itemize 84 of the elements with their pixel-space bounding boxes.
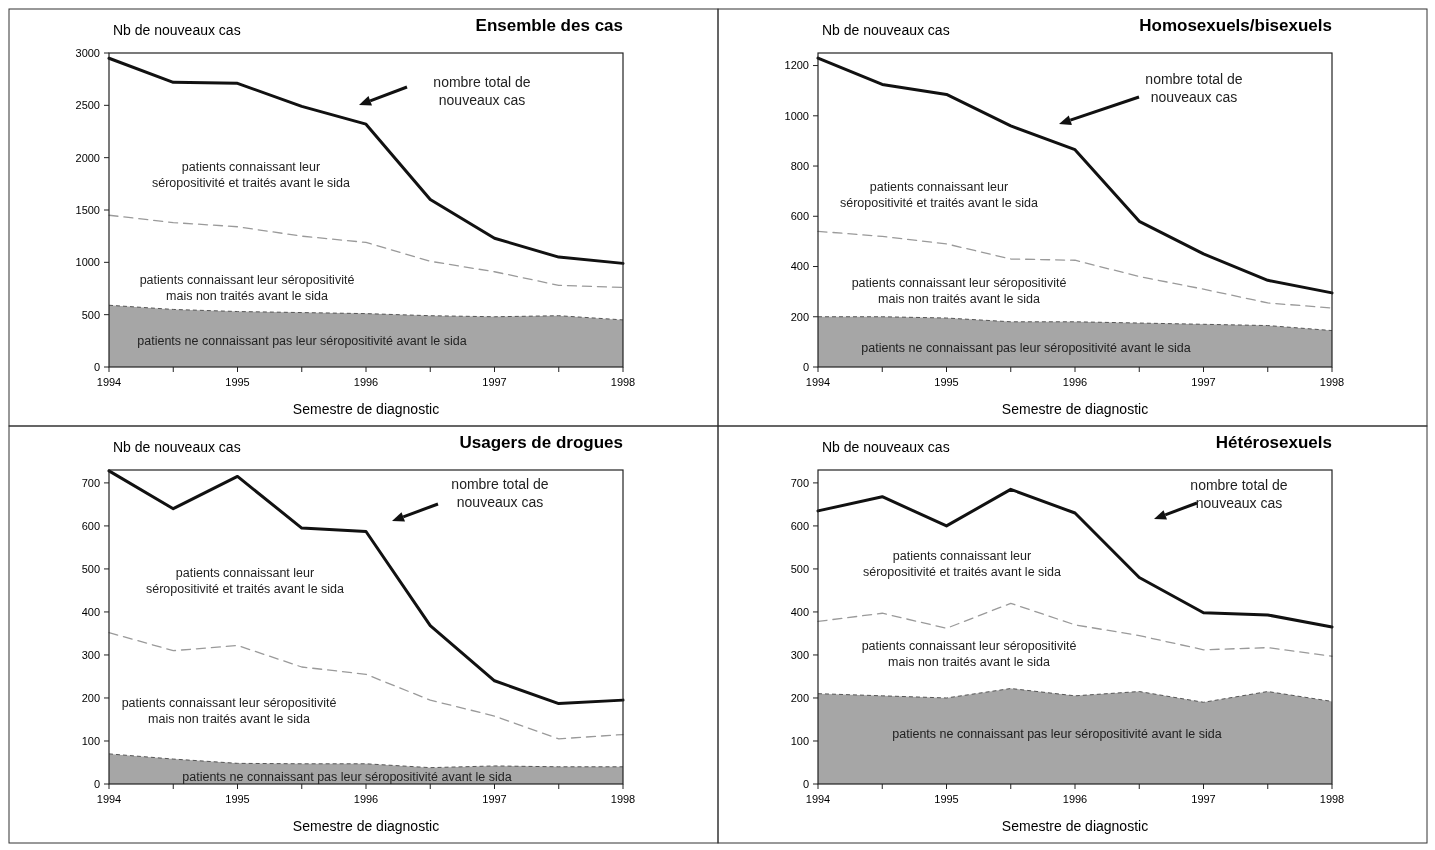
x-axis-title: Semestre de diagnostic — [292, 818, 440, 834]
annotation: patients connaissant leur séropositivité et traités avant le sida — [145, 565, 345, 597]
x-axis-title: Semestre de diagnostic — [1001, 818, 1149, 834]
annotation: patients connaissant leur séropositivité mais non traités avant le sida — [851, 275, 1067, 307]
y-tick-label: 700 — [81, 476, 100, 489]
y-tick-label: 100 — [81, 734, 100, 747]
x-tick-label: 1998 — [610, 376, 636, 388]
y-tick-label: 600 — [790, 210, 809, 223]
y-tick-label: 400 — [81, 605, 100, 618]
x-tick-label: 1998 — [1319, 793, 1345, 805]
line-series — [817, 230, 1333, 309]
x-tick-label: 1994 — [805, 376, 831, 388]
y-tick-label: 700 — [790, 476, 809, 489]
x-tick-label: 1994 — [96, 793, 122, 805]
y-tick-label: 600 — [790, 519, 809, 532]
y-axis-title: Nb de nouveaux cas — [822, 439, 950, 455]
y-tick-label: 100 — [790, 734, 809, 747]
annotation: patients ne connaissant pas leur séropositivité avant le sida — [182, 770, 512, 785]
y-tick-label: 500 — [790, 562, 809, 575]
y-tick-label: 3000 — [75, 46, 100, 59]
x-tick-label: 1994 — [805, 793, 831, 805]
y-tick-label: 0 — [802, 360, 809, 373]
y-tick-label: 1000 — [75, 256, 100, 269]
y-tick-label: 500 — [81, 308, 100, 321]
chart-title: Usagers de drogues — [459, 433, 623, 452]
chart-title: Hétérosexuels — [1215, 433, 1332, 452]
x-tick-label: 1995 — [225, 793, 250, 805]
y-tick-label: 600 — [81, 519, 100, 532]
annotation: patients ne connaissant pas leur séropositivité avant le sida — [892, 727, 1222, 742]
annotation: patients ne connaissant pas leur séropositivité avant le sida — [137, 334, 467, 349]
x-tick-label: 1995 — [225, 376, 250, 388]
y-axis-title: Nb de nouveaux cas — [113, 439, 241, 455]
annotation: patients connaissant leur séropositivité mais non traités avant le sida — [121, 695, 337, 727]
x-tick-label: 1996 — [1062, 793, 1088, 805]
y-tick-label: 1500 — [75, 203, 100, 216]
y-tick-label: 1000 — [784, 109, 809, 122]
x-tick-label: 1997 — [1191, 793, 1216, 805]
y-tick-label: 2500 — [75, 99, 100, 112]
y-tick-label: 0 — [93, 360, 100, 373]
x-tick-label: 1995 — [934, 793, 959, 805]
x-tick-label: 1998 — [610, 793, 636, 805]
y-tick-label: 200 — [81, 691, 100, 704]
annotation: nombre total de nouveaux cas — [451, 475, 549, 511]
line-series — [108, 631, 624, 740]
line-series — [107, 56, 625, 265]
x-tick-label: 1998 — [1319, 376, 1345, 388]
x-axis-title: Semestre de diagnostic — [1001, 401, 1149, 417]
annotation: nombre total de nouveaux cas — [433, 73, 531, 109]
y-tick-label: 300 — [81, 648, 100, 661]
annotation: nombre total de nouveaux cas — [1145, 70, 1243, 106]
x-tick-label: 1996 — [1062, 376, 1088, 388]
line-series — [817, 602, 1333, 657]
y-tick-label: 400 — [790, 605, 809, 618]
line-series — [108, 214, 624, 289]
y-axis-title: Nb de nouveaux cas — [113, 22, 241, 38]
line-series — [816, 56, 1334, 295]
x-tick-label: 1995 — [934, 376, 959, 388]
annotation: patients connaissant leur séropositivité et traités avant le sida — [839, 179, 1039, 211]
annotation: patients connaissant leur séropositivité et traités avant le sida — [862, 548, 1062, 580]
annotation: patients connaissant leur séropositivité mais non traités avant le sida — [139, 272, 355, 304]
x-tick-label: 1997 — [1191, 376, 1216, 388]
annotation: patients ne connaissant pas leur séropositivité avant le sida — [861, 341, 1191, 356]
annotation: patients connaissant leur séropositivité mais non traités avant le sida — [861, 638, 1077, 670]
y-tick-label: 200 — [790, 310, 809, 323]
annotation: nombre total de nouveaux cas — [1190, 476, 1288, 512]
x-axis-title: Semestre de diagnostic — [292, 401, 440, 417]
y-tick-label: 0 — [93, 777, 100, 790]
chart-title: Ensemble des cas — [475, 16, 623, 35]
x-tick-label: 1996 — [353, 793, 379, 805]
y-tick-label: 200 — [790, 691, 809, 704]
annotation: patients connaissant leur séropositivité et traités avant le sida — [151, 159, 351, 191]
x-tick-label: 1996 — [353, 376, 379, 388]
x-tick-label: 1997 — [482, 793, 507, 805]
y-tick-label: 300 — [790, 648, 809, 661]
x-tick-label: 1997 — [482, 376, 507, 388]
y-tick-label: 2000 — [75, 151, 100, 164]
y-tick-label: 0 — [802, 777, 809, 790]
chart-title: Homosexuels/bisexuels — [1139, 16, 1332, 35]
y-tick-label: 800 — [790, 159, 809, 172]
y-tick-label: 1200 — [784, 59, 809, 72]
y-axis-title: Nb de nouveaux cas — [822, 22, 950, 38]
y-tick-label: 400 — [790, 260, 809, 273]
y-tick-label: 500 — [81, 562, 100, 575]
x-tick-label: 1994 — [96, 376, 122, 388]
